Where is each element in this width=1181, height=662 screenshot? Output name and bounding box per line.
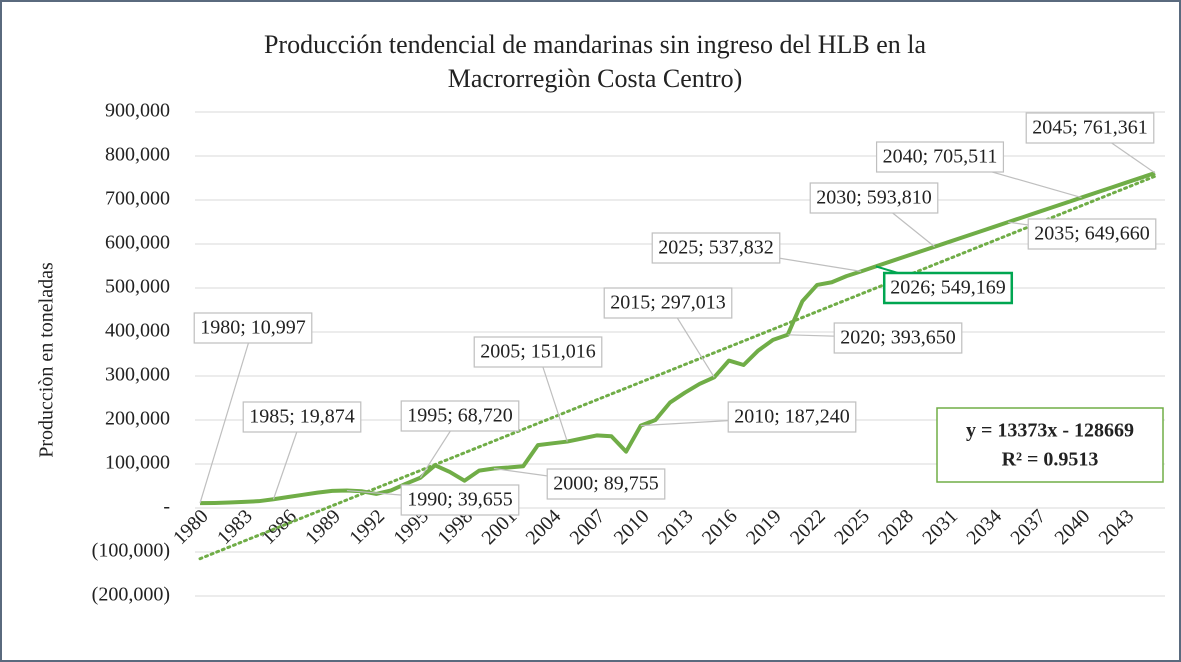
- data-label: 1980; 10,997: [193, 312, 313, 344]
- data-label-text: 2025; 537,832: [658, 237, 774, 259]
- data-label-text: 2020; 393,650: [840, 327, 956, 349]
- data-label-text: 2026; 549,169: [890, 277, 1006, 299]
- data-label: 2005; 151,016: [473, 336, 603, 368]
- data-label-text: 2010; 187,240: [734, 406, 850, 428]
- y-tick-label: 800,000: [105, 144, 170, 166]
- data-label-box: [242, 401, 362, 433]
- data-label-text: 2035; 649,660: [1034, 223, 1150, 245]
- y-tick-label: (100,000): [92, 540, 170, 562]
- data-label: 2040; 705,511: [875, 141, 1005, 173]
- trend-r2: R² = 0.9513: [1002, 449, 1099, 471]
- y-axis-label: Producciòn en toneladas: [36, 262, 58, 458]
- y-tick-label: 100,000: [105, 452, 170, 474]
- trend-equation: y = 13373x - 128669: [966, 420, 1134, 442]
- data-label-text: 2040; 705,511: [883, 146, 998, 168]
- y-tick-label: 600,000: [105, 232, 170, 254]
- data-label: 2010; 187,240: [727, 401, 857, 433]
- data-label-box: [400, 484, 520, 516]
- data-label: 2015; 297,013: [603, 287, 733, 319]
- y-tick-label: 400,000: [105, 320, 170, 342]
- data-label-text: 2000; 89,755: [553, 473, 659, 495]
- data-label-box: [1025, 112, 1155, 144]
- data-label-box: [875, 141, 1005, 173]
- data-label-text: 2030; 593,810: [816, 187, 932, 209]
- chart-title: Producción tendencial de mandarinas sin …: [264, 30, 927, 59]
- data-label-text: 1980; 10,997: [200, 317, 306, 339]
- data-label-box: [400, 400, 520, 432]
- y-tick-label: (200,000): [92, 584, 170, 606]
- data-label-text: 2045; 761,361: [1032, 117, 1148, 139]
- data-label-box: [546, 468, 666, 500]
- data-label-text: 1985; 19,874: [249, 406, 355, 428]
- data-label-box: [882, 271, 1014, 305]
- data-label-box: [727, 401, 857, 433]
- data-label-box: [193, 312, 313, 344]
- data-label: 2045; 761,361: [1025, 112, 1155, 144]
- data-label: 2030; 593,810: [809, 182, 939, 214]
- data-label: 1985; 19,874: [242, 401, 362, 433]
- data-label: 2000; 89,755: [546, 468, 666, 500]
- data-label: 1995; 68,720: [400, 400, 520, 432]
- data-label-text: 1990; 39,655: [407, 489, 513, 511]
- data-label: 2020; 393,650: [833, 322, 963, 354]
- data-label: 2025; 537,832: [651, 232, 781, 264]
- data-label: 2035; 649,660: [1027, 218, 1157, 250]
- data-label-box: [833, 322, 963, 354]
- y-tick-label: 200,000: [105, 408, 170, 430]
- chart-title: Macrorregiòn Costa Centro): [448, 64, 743, 93]
- trendline: [198, 174, 1157, 561]
- data-label-text: 1995; 68,720: [407, 405, 513, 427]
- y-tick-label: 300,000: [105, 364, 170, 386]
- y-tick-label: 900,000: [105, 100, 170, 122]
- data-label-box: [1027, 218, 1157, 250]
- data-label-box: [603, 287, 733, 319]
- y-tick-label: 700,000: [105, 188, 170, 210]
- data-label: 1990; 39,655: [400, 484, 520, 516]
- data-label-text: 2015; 297,013: [610, 292, 726, 314]
- data-label: 2026; 549,169: [882, 271, 1014, 305]
- leader-line: [199, 327, 254, 504]
- data-label-box: [651, 232, 781, 264]
- data-label-box: [809, 182, 939, 214]
- data-label-text: 2005; 151,016: [480, 341, 596, 363]
- y-tick-label: 500,000: [105, 276, 170, 298]
- y-tick-label: -: [163, 496, 170, 518]
- data-label-box: [473, 336, 603, 368]
- equation-box: [936, 407, 1164, 483]
